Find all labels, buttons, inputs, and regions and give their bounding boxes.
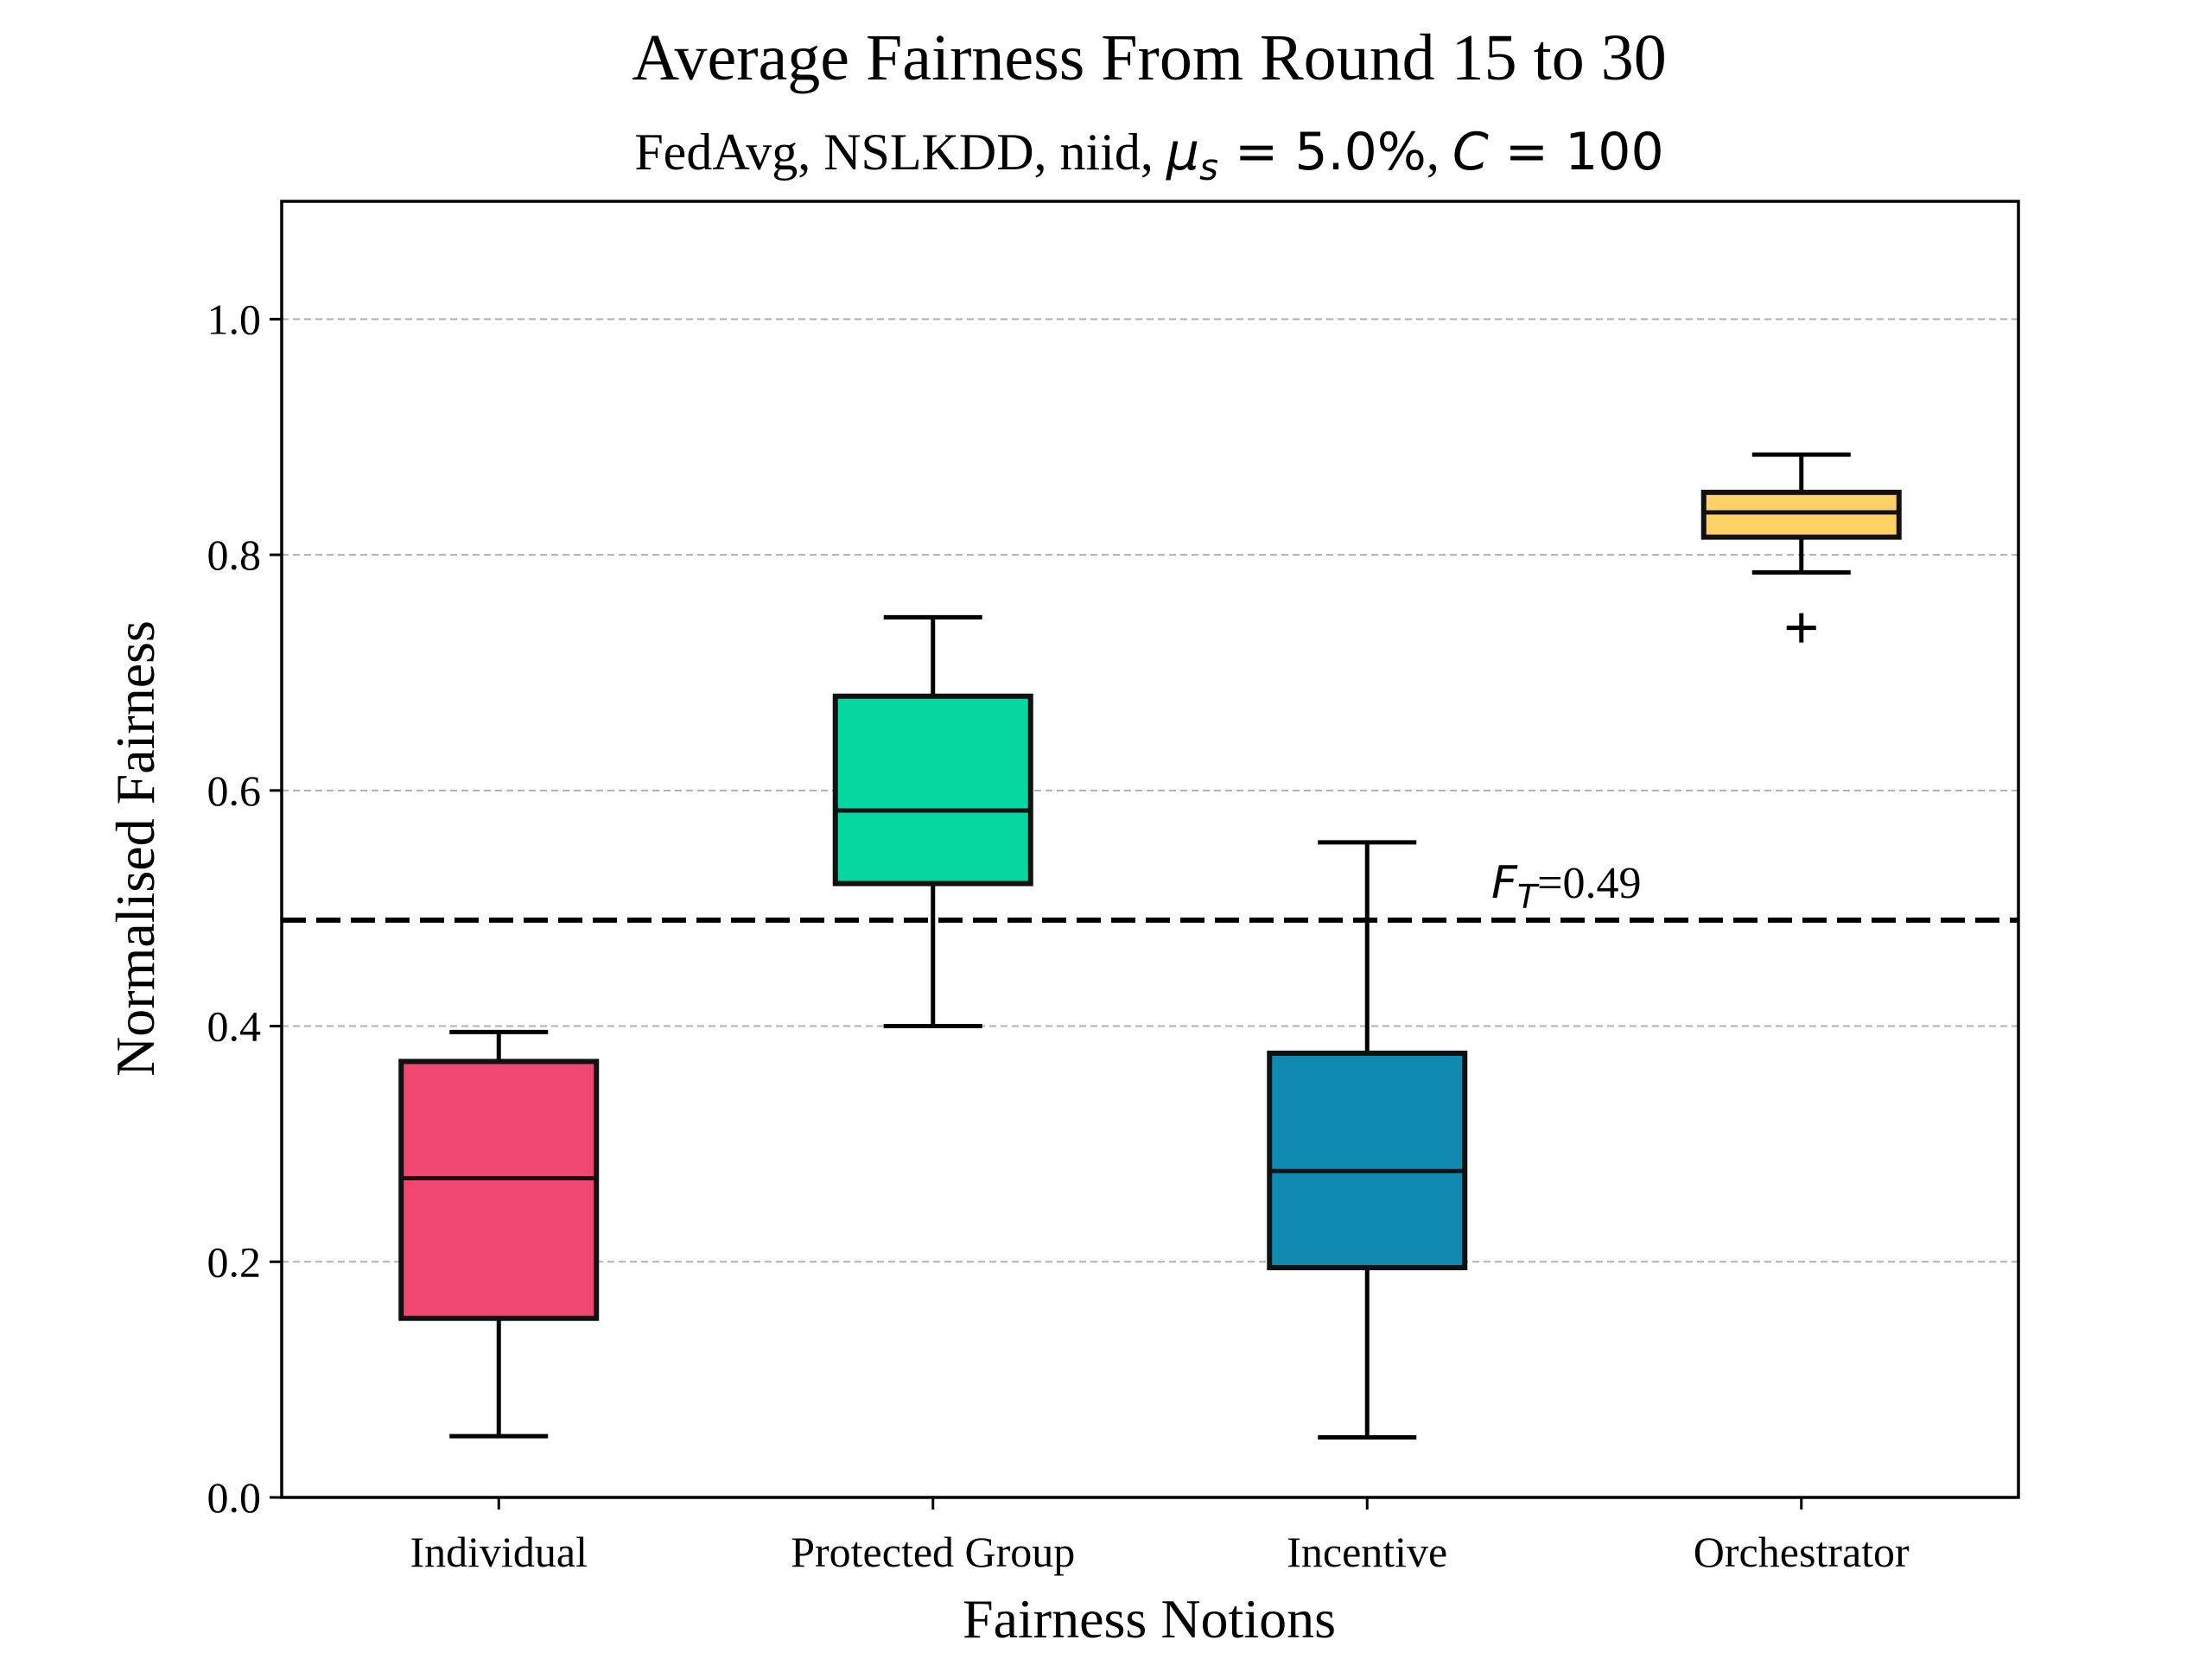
chart-title: Average Fairness From Round 15 to 30 [632,22,1667,94]
subtitle-mu-value: = 5.0% [1218,122,1427,182]
subtitle-mu-sub: s [1199,146,1218,188]
threshold-value: =0.49 [1537,859,1641,908]
subtitle-sep: , [1427,124,1452,181]
flier [1786,613,1816,643]
y-tick-label: 1.0 [207,295,262,343]
box-body [1267,1050,1468,1271]
box-body [398,1058,600,1321]
y-tick-label: 0.6 [207,766,262,815]
box-body [832,693,1033,887]
gridlines [282,318,2018,1263]
y-tick-label: 0.0 [207,1473,262,1522]
box-individual [398,1029,600,1439]
x-tick-label: Orchestrator [1694,1528,1910,1576]
box-orchestrator [1700,452,1902,643]
subtitle-c-symbol: C [1452,122,1489,182]
subtitle-prefix: FedAvg, NSLKDD, niid, [634,124,1166,181]
y-axis-label: Normalised Fairness [105,620,166,1077]
subtitle-c-value: = 100 [1489,122,1664,182]
chart-subtitle: FedAvg, NSLKDD, niid, μs = 5.0%, C = 100 [634,122,1663,188]
threshold: FT=0.49 [282,857,2018,923]
box-protected-group [832,614,1033,1029]
x-axis-label: Fairness Notions [963,1588,1336,1649]
y-tick-label: 0.2 [207,1237,262,1286]
y-axis-ticks: 0.0 0.2 0.4 0.6 0.8 1.0 [207,295,282,1522]
threshold-label: FT=0.49 [1491,857,1641,916]
box-body [1700,489,1902,540]
box-incentive [1267,840,1468,1440]
y-tick-label: 0.4 [207,1002,262,1051]
x-tick-label: Individual [410,1528,588,1576]
threshold-sub: T [1517,878,1540,916]
y-tick-label: 0.8 [207,531,262,579]
x-tick-label: Protected Group [791,1528,1075,1576]
boxplots [398,452,1902,1440]
threshold-symbol: F [1491,857,1518,909]
subtitle-mu-symbol: μ [1166,122,1199,182]
plot-frame [280,200,2020,1499]
x-axis-ticks: Individual Protected Group Incentive Orches… [410,1497,1910,1576]
x-tick-label: Incentive [1287,1528,1447,1576]
